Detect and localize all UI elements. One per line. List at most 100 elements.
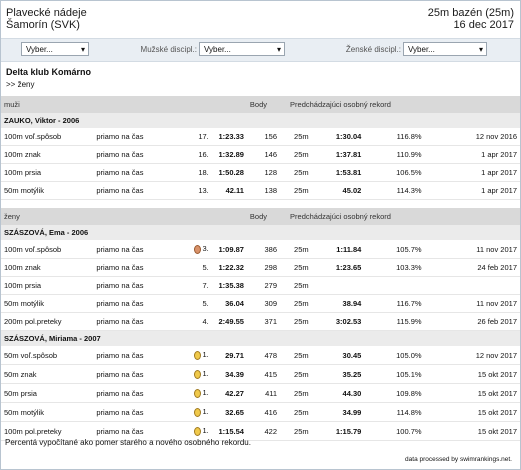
heat: priamo na čas: [93, 276, 177, 295]
prev-time: 1:30.04: [317, 128, 365, 146]
ratio: 100.7%: [364, 421, 425, 441]
points-header: Body: [246, 96, 281, 113]
prev-date: 11 nov 2017: [424, 240, 520, 259]
points: 279: [246, 276, 281, 295]
prev-date: 1 apr 2017: [424, 163, 520, 182]
prev-date: 15 okt 2017: [424, 402, 520, 422]
place-text: 1.: [202, 350, 209, 360]
points: 128: [246, 163, 281, 182]
prev-time: 1:23.65: [317, 258, 365, 277]
women-link[interactable]: >> ženy: [6, 80, 35, 89]
athlete-row: SZÁSZOVÁ, Miriama - 2007: [1, 330, 520, 346]
ratio: 106.5%: [364, 163, 425, 182]
points: 309: [246, 294, 281, 313]
prev-time: 30.45: [317, 346, 365, 365]
heat: priamo na čas: [93, 346, 177, 365]
footnote: Percentá vypočítané ako pomer starého a …: [5, 438, 251, 447]
result-row: 50m motýlik priamo na čas 13. 42.11 138 25m 45…: [1, 181, 520, 200]
event: 100m znak: [1, 145, 94, 164]
time: 1:09.87: [211, 240, 247, 259]
result-row: 50m motýlik priamo na čas 5. 36.04 309 25m 38.…: [1, 294, 520, 313]
event: 200m pol.preteky: [1, 312, 94, 331]
medal-icon: [193, 244, 201, 254]
meet-city: Šamorín (SVK): [6, 19, 80, 31]
result-row: 100m pol.preteky priamo na čas 1. 1:15.54 42…: [1, 421, 520, 441]
results-table: muži Body Predchádzajúci osobný rekord ZAUK…: [1, 96, 520, 441]
points: 422: [246, 421, 281, 441]
prev-time: [317, 276, 365, 295]
event: 100m prsia: [1, 163, 94, 182]
ratio: 105.7%: [364, 240, 425, 259]
section-title: ženy: [1, 208, 247, 225]
women-select[interactable]: Vyber...: [403, 42, 487, 57]
prev-time: 34.99: [317, 402, 365, 422]
women-label: Ženské discipl.:: [345, 45, 401, 54]
pool: 25m: [280, 163, 318, 182]
place-text: 13.: [198, 186, 209, 195]
pool: 25m: [280, 402, 318, 422]
result-row: 200m pol.preteky priamo na čas 4. 2:49.55 37…: [1, 312, 520, 331]
prev-date: 15 okt 2017: [424, 364, 520, 384]
pool: 25m: [280, 276, 318, 295]
athlete-name: SZÁSZOVÁ, Miriama - 2007: [1, 330, 520, 346]
prev-time: 1:15.79: [317, 421, 365, 441]
place-text: 1.: [202, 426, 209, 436]
place: 1.: [176, 421, 212, 441]
prev-date: 24 feb 2017: [424, 258, 520, 277]
event: 100m znak: [1, 258, 94, 277]
points: 371: [246, 312, 281, 331]
heat: priamo na čas: [93, 181, 177, 200]
heat: priamo na čas: [93, 163, 177, 182]
result-row: 100m znak priamo na čas 5. 1:22.32 298 25m 1:2…: [1, 258, 520, 277]
place-text: 1.: [202, 407, 209, 417]
ratio: 105.0%: [364, 346, 425, 365]
place-text: 4.: [202, 317, 209, 326]
heat: priamo na čas: [93, 145, 177, 164]
prev-date: 15 okt 2017: [424, 383, 520, 403]
pool: 25m: [280, 258, 318, 277]
heat: priamo na čas: [93, 383, 177, 403]
prev-time: 1:11.84: [317, 240, 365, 259]
place-text: 5.: [202, 299, 209, 308]
place-text: 1.: [202, 388, 209, 398]
place: 3.: [176, 240, 212, 259]
result-row: 50m znak priamo na čas 1. 34.39 415 25m 35.25 1…: [1, 364, 520, 384]
prev-date: 12 nov 2017: [424, 346, 520, 365]
prev-date: 11 nov 2017: [424, 294, 520, 313]
event: 100m prsia: [1, 276, 94, 295]
pool: 25m: [280, 294, 318, 313]
result-row: 50m motýlik priamo na čas 1. 32.65 416 25m 34.…: [1, 402, 520, 422]
prev-time: 1:37.81: [317, 145, 365, 164]
place: 1.: [176, 346, 212, 365]
time: 1:35.38: [211, 276, 247, 295]
place: 4.: [176, 312, 212, 331]
men-select[interactable]: Vyber...: [199, 42, 285, 57]
ratio: 116.7%: [364, 294, 425, 313]
medal-icon: [193, 388, 201, 398]
place-text: 5.: [202, 263, 209, 272]
result-row: 100m prsia priamo na čas 7. 1:35.38 279 25m: [1, 276, 520, 295]
ratio: 105.1%: [364, 364, 425, 384]
medal-icon: [193, 369, 201, 379]
pool: 25m: [280, 364, 318, 384]
prev-date: 26 feb 2017: [424, 312, 520, 331]
place-text: 17.: [198, 132, 209, 141]
heat: priamo na čas: [93, 240, 177, 259]
result-row: 100m voľ.spôsob priamo na čas 3. 1:09.87 386…: [1, 240, 520, 259]
place: 5.: [176, 294, 212, 313]
points-header: Body: [246, 208, 281, 225]
heat: priamo na čas: [93, 421, 177, 441]
event: 100m voľ.spôsob: [1, 240, 94, 259]
time: 42.27: [211, 383, 247, 403]
heat: priamo na čas: [93, 128, 177, 146]
medal-icon: [193, 407, 201, 417]
event: 100m voľ.spôsob: [1, 128, 94, 146]
pool: 25m: [280, 181, 318, 200]
place: 18.: [176, 163, 212, 182]
place-text: 18.: [198, 168, 209, 177]
credit: data processed by swimrankings.net.: [405, 456, 512, 463]
prev-date: 1 apr 2017: [424, 145, 520, 164]
time: 42.11: [211, 181, 247, 200]
points: 146: [246, 145, 281, 164]
club-select[interactable]: Vyber...: [21, 42, 89, 57]
